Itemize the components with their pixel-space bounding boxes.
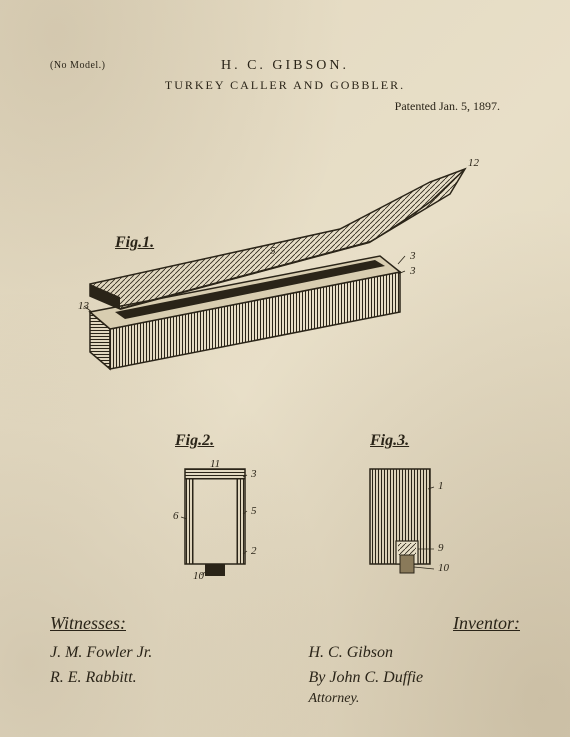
figures-area: Fig.1. [40, 124, 530, 624]
fig2-ref-5: 5 [251, 505, 257, 517]
fig2-ref-3: 3 [250, 468, 257, 480]
fig1-ref-13: 13 [78, 300, 90, 312]
patent-page: (No Model.) H. C. GIBSON. TURKEY CALLER … [0, 0, 570, 737]
fig2-label: Fig.2. [175, 432, 214, 450]
witness-2: R. E. Rabbitt. [50, 665, 262, 691]
fig2-ref-11: 11 [210, 459, 220, 470]
inventor-column: Inventor: H. C. Gibson By John C. Duffie… [309, 613, 521, 707]
fig3-ref-10: 10 [438, 562, 450, 574]
fig3-drawing: 1 9 10 [350, 459, 490, 599]
witness-1: J. M. Fowler Jr. [50, 640, 262, 666]
fig1-ref-5: 5 [270, 245, 276, 257]
inventor-name: H. C. GIBSON. [40, 58, 530, 74]
inventor-heading: Inventor: [309, 613, 521, 634]
fig1-drawing: 12 3 3 13 5 [70, 134, 530, 394]
witnesses-column: Witnesses: J. M. Fowler Jr. R. E. Rabbit… [50, 613, 262, 707]
fig2-ref-10: 10 [193, 570, 205, 582]
fig2-ref-6: 6 [173, 510, 179, 522]
fig2-ref-2: 2 [251, 545, 257, 557]
fig3-ref-9: 9 [438, 542, 444, 554]
fig1-ref-12: 12 [468, 157, 480, 169]
patent-date: Patented Jan. 5, 1897. [40, 99, 500, 114]
signatures-block: Witnesses: J. M. Fowler Jr. R. E. Rabbit… [50, 613, 520, 707]
fig2-drawing: 11 3 5 2 6 10 [155, 459, 295, 599]
header-block: H. C. GIBSON. TURKEY CALLER AND GOBBLER.… [40, 58, 530, 114]
fig1-ref-3b: 3 [409, 265, 416, 277]
attorney-label: Attorney. [309, 691, 521, 707]
witnesses-heading: Witnesses: [50, 613, 262, 634]
fig1-ref-3a: 3 [409, 250, 416, 262]
by-attorney: By John C. Duffie [309, 669, 424, 686]
fig3-ref-1: 1 [438, 480, 444, 492]
fig3-label: Fig.3. [370, 432, 409, 450]
invention-title: TURKEY CALLER AND GOBBLER. [40, 78, 530, 93]
no-model-note: (No Model.) [50, 60, 106, 71]
inventor-signature: H. C. Gibson [309, 640, 521, 666]
